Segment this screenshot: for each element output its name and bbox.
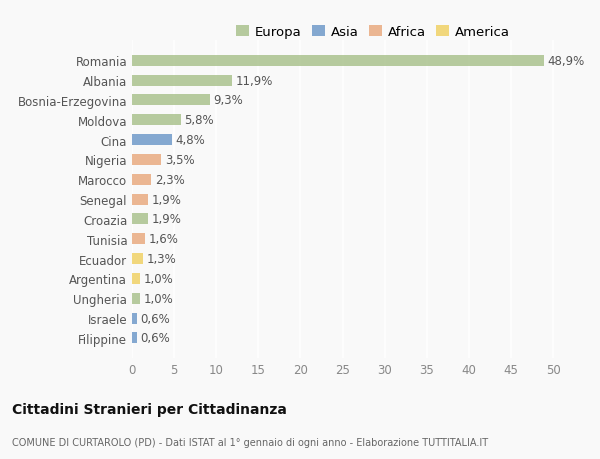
Text: 1,6%: 1,6% xyxy=(149,233,179,246)
Bar xyxy=(132,56,544,67)
Bar xyxy=(132,95,211,106)
Text: 9,3%: 9,3% xyxy=(214,94,244,107)
Bar xyxy=(132,313,137,324)
Text: 0,6%: 0,6% xyxy=(140,312,170,325)
Text: 4,8%: 4,8% xyxy=(176,134,206,147)
Text: 1,0%: 1,0% xyxy=(144,272,173,285)
Bar xyxy=(132,155,161,166)
Text: COMUNE DI CURTAROLO (PD) - Dati ISTAT al 1° gennaio di ogni anno - Elaborazione : COMUNE DI CURTAROLO (PD) - Dati ISTAT al… xyxy=(12,437,488,447)
Text: 0,6%: 0,6% xyxy=(140,332,170,345)
Bar xyxy=(132,75,232,86)
Text: 48,9%: 48,9% xyxy=(547,55,584,67)
Bar xyxy=(132,253,143,264)
Text: 1,9%: 1,9% xyxy=(151,193,181,206)
Legend: Europa, Asia, Africa, America: Europa, Asia, Africa, America xyxy=(231,21,515,45)
Bar xyxy=(132,274,140,284)
Text: 1,0%: 1,0% xyxy=(144,292,173,305)
Text: 2,3%: 2,3% xyxy=(155,174,184,186)
Bar xyxy=(132,135,172,146)
Bar xyxy=(132,293,140,304)
Text: Cittadini Stranieri per Cittadinanza: Cittadini Stranieri per Cittadinanza xyxy=(12,402,287,416)
Text: 3,5%: 3,5% xyxy=(165,154,194,167)
Text: 11,9%: 11,9% xyxy=(236,74,273,87)
Bar xyxy=(132,214,148,225)
Bar xyxy=(132,234,145,245)
Bar xyxy=(132,194,148,205)
Bar xyxy=(132,174,151,185)
Text: 1,3%: 1,3% xyxy=(146,252,176,265)
Text: 5,8%: 5,8% xyxy=(184,114,214,127)
Bar xyxy=(132,115,181,126)
Text: 1,9%: 1,9% xyxy=(151,213,181,226)
Bar xyxy=(132,333,137,344)
